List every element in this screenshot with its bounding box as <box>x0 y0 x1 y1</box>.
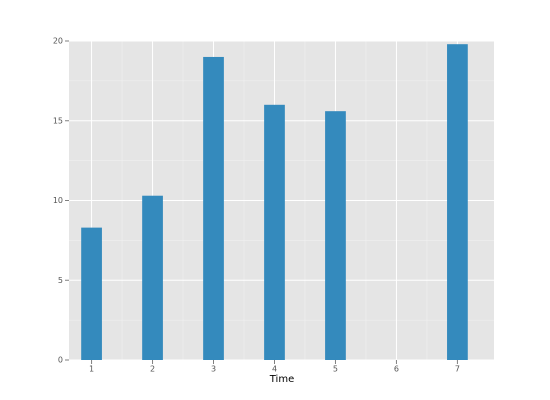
y-tick-label: 5 <box>58 276 63 285</box>
x-tick-label: 6 <box>394 365 399 374</box>
x-axis-title: Time <box>269 374 294 385</box>
bar <box>81 227 102 360</box>
y-tick-label: 0 <box>58 356 63 365</box>
bar <box>203 56 224 360</box>
y-tick-label: 20 <box>53 37 63 46</box>
y-tick-label: 10 <box>53 196 63 205</box>
bar <box>325 111 346 361</box>
x-tick-label: 1 <box>89 365 94 374</box>
bar <box>447 44 468 360</box>
x-tick-label: 7 <box>455 365 460 374</box>
y-tick-label: 15 <box>53 116 63 125</box>
x-tick-label: 3 <box>211 365 216 374</box>
bar <box>142 195 163 360</box>
x-tick-label: 5 <box>333 365 338 374</box>
x-tick-label: 2 <box>150 365 155 374</box>
bar <box>264 104 285 360</box>
x-tick-label: 4 <box>272 365 277 374</box>
